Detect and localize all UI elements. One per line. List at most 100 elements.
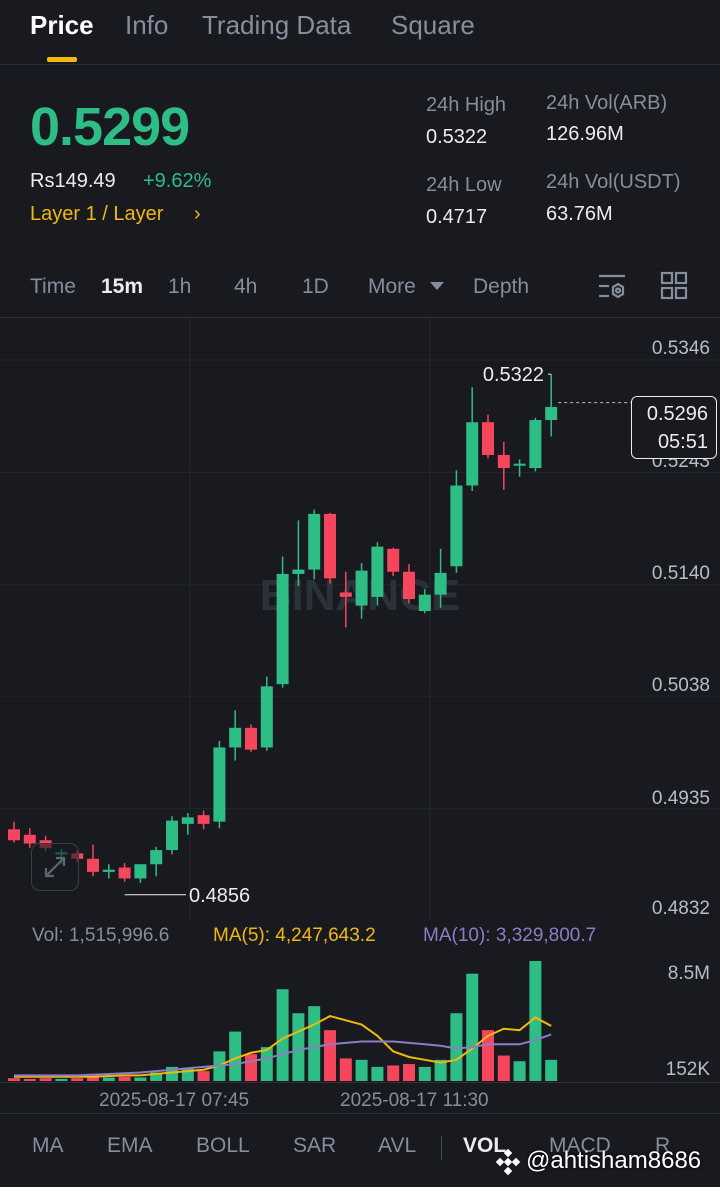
tf-15m[interactable]: 15m: [101, 275, 144, 298]
indicator-r[interactable]: R: [655, 1134, 671, 1157]
candle-body: [545, 406, 558, 421]
candle: [466, 387, 479, 491]
candle-body: [387, 548, 400, 572]
candle: [529, 417, 542, 472]
volume-bar: [150, 1072, 163, 1081]
volume-bar: [308, 1006, 321, 1081]
volume-chart: [8, 961, 558, 1081]
volume-bar: [23, 1078, 36, 1081]
price-axis-label: 0.5140: [651, 563, 710, 584]
candle-body: [8, 829, 20, 841]
candle-body: [150, 850, 163, 865]
price-axis-label: 0.4832: [651, 898, 710, 919]
candle-body: [339, 592, 352, 597]
candle-body: [450, 485, 463, 567]
tf-more[interactable]: More: [368, 275, 416, 298]
volume-bar: [324, 1030, 336, 1081]
candle: [102, 864, 115, 879]
candle: [245, 724, 257, 752]
chevron-right-icon[interactable]: ›: [194, 203, 201, 225]
candle-body: [403, 571, 415, 600]
candle-body: [87, 858, 99, 872]
indicator-macd[interactable]: MACD: [549, 1134, 611, 1157]
tf-1h[interactable]: 1h: [168, 275, 192, 298]
vol-bottom-divider: [0, 1082, 720, 1083]
vol-base-label: 24h Vol(ARB): [546, 92, 668, 114]
candle-body: [134, 864, 147, 879]
indicator-avl[interactable]: AVL: [378, 1134, 417, 1157]
volume-bar: [39, 1078, 52, 1081]
price-axis-label: 0.4935: [651, 788, 710, 809]
candle-body: [466, 422, 479, 486]
tf-depth[interactable]: Depth: [473, 275, 530, 298]
high-label: 24h High: [426, 94, 507, 116]
volume-bar: [276, 989, 289, 1081]
indicator-separator: [441, 1136, 442, 1160]
volume-bar: [118, 1076, 131, 1081]
price-axis-label: 0.5038: [651, 675, 710, 696]
volume-bar: [245, 1054, 257, 1081]
candle: [513, 459, 526, 477]
volume-bar: [529, 961, 542, 1081]
tf-time[interactable]: Time: [30, 275, 76, 298]
candle-body: [102, 869, 115, 872]
chart-settings-icon[interactable]: [597, 272, 627, 302]
candle-body: [482, 422, 494, 455]
candle-body: [324, 513, 336, 579]
indicator-boll[interactable]: BOLL: [196, 1134, 250, 1157]
tab-square[interactable]: Square: [391, 10, 475, 40]
candle: [23, 828, 36, 848]
candle: [229, 710, 242, 761]
high-marker-label: 0.5322: [483, 364, 544, 386]
ma5-line: [14, 1014, 552, 1078]
tab-trading-data[interactable]: Trading Data: [202, 10, 352, 40]
candle-body: [418, 594, 431, 612]
volume-bar: [229, 1031, 242, 1081]
candle: [260, 676, 273, 751]
volume-bar: [87, 1076, 99, 1081]
active-tab-indicator: [47, 57, 77, 62]
tab-price[interactable]: Price: [30, 10, 94, 40]
indicator-divider: [0, 1113, 720, 1114]
candle-body: [355, 570, 368, 606]
volume-bar: [339, 1058, 352, 1081]
candle: [403, 564, 415, 604]
candle: [308, 509, 321, 580]
indicator-vol[interactable]: VOL: [463, 1134, 507, 1157]
countdown-timer: 05:51: [657, 431, 708, 453]
volume-bar: [482, 1030, 494, 1081]
candle: [276, 556, 289, 688]
date-label: 2025-08-17 07:45: [99, 1090, 250, 1111]
volume-bar: [497, 1055, 510, 1081]
indicator-ema[interactable]: EMA: [107, 1134, 153, 1157]
tab-info[interactable]: Info: [125, 10, 169, 40]
candle-body: [497, 454, 510, 469]
vol-axis-label: 8.5M: [667, 963, 710, 984]
vol-ma5: MA(5): 4,247,643.2: [213, 925, 376, 946]
vol-quote-label: 24h Vol(USDT): [546, 171, 681, 193]
candle: [482, 414, 494, 459]
grid-layout-icon[interactable]: [660, 271, 688, 301]
candle: [197, 810, 210, 830]
category-link[interactable]: Layer 1 / Layer: [30, 203, 164, 225]
candle-body: [276, 573, 289, 685]
tf-1d[interactable]: 1D: [302, 275, 329, 298]
chart-grid: [0, 318, 720, 920]
indicator-sar[interactable]: SAR: [293, 1134, 337, 1157]
expand-button[interactable]: [31, 843, 79, 891]
candle-body: [23, 834, 36, 844]
candle-body: [308, 513, 321, 570]
caret-down-icon[interactable]: [430, 282, 444, 292]
candle: [418, 589, 431, 614]
candle: [213, 740, 226, 829]
volume-bar: [371, 1066, 384, 1081]
indicator-ma[interactable]: MA: [32, 1134, 64, 1157]
tf-4h[interactable]: 4h: [234, 275, 258, 298]
volume-bar: [418, 1066, 431, 1081]
candle-body: [229, 727, 242, 748]
candle: [292, 520, 305, 586]
candle: [355, 563, 368, 619]
volume-bar: [466, 973, 479, 1081]
current-price-tag: 0.5296 05:51: [631, 396, 717, 459]
